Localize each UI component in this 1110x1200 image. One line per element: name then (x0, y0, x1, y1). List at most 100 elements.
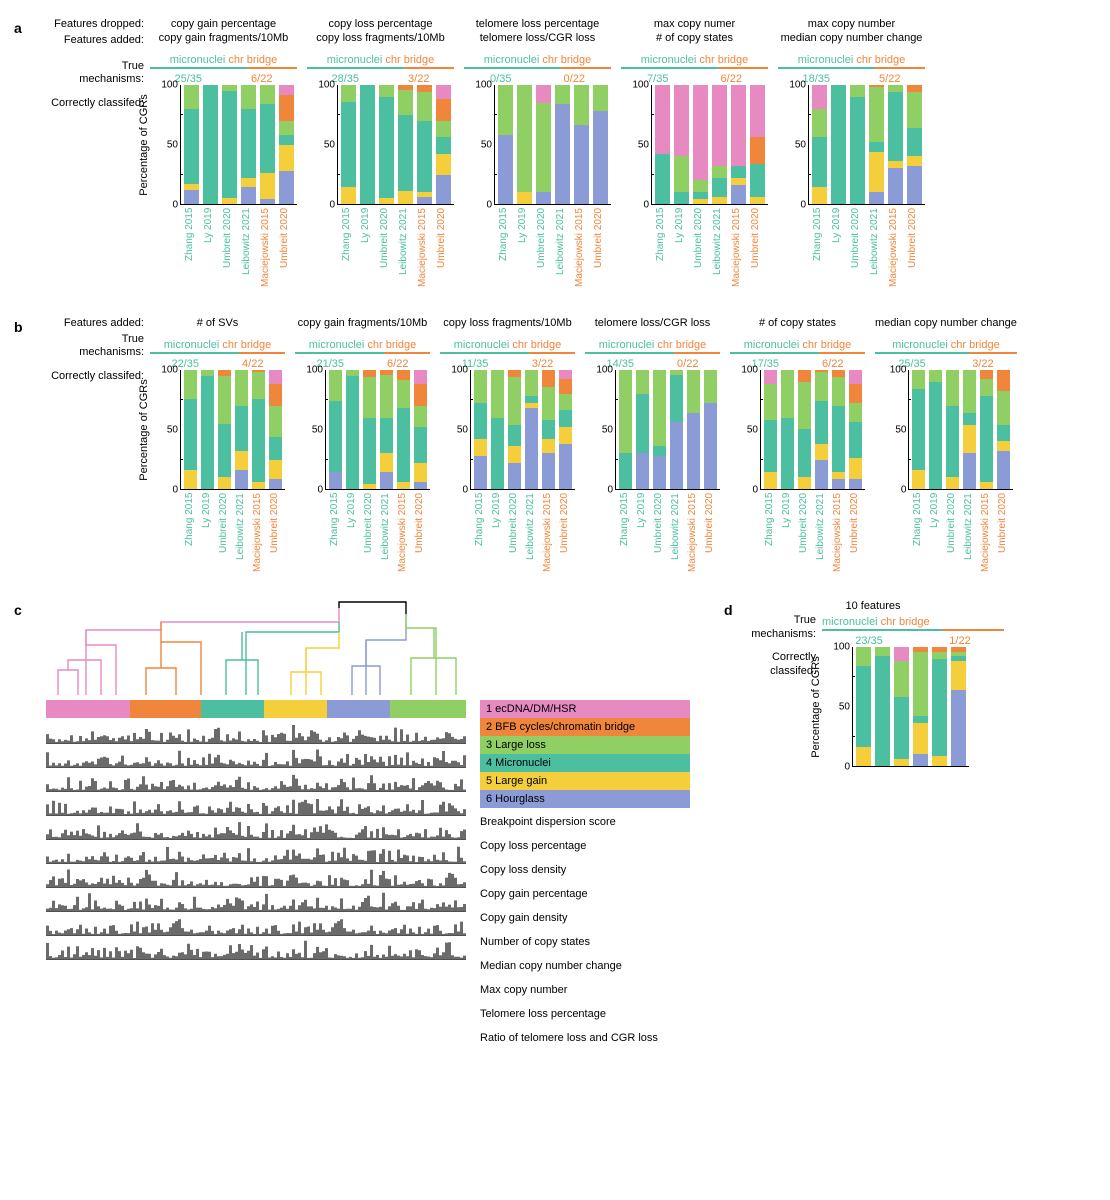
bar-segment (525, 396, 538, 403)
bar-segment (913, 754, 928, 766)
features-added-value: telomere loss/CGR loss (595, 317, 711, 331)
bar-segment (894, 697, 909, 759)
features-added-value: # of copy states (656, 32, 733, 46)
x-axis-label: Maciejowski 2015 (732, 208, 747, 287)
bar-segment (875, 647, 890, 657)
bar-segment (997, 370, 1010, 391)
bar-segment (619, 370, 632, 453)
x-axis-label: Umbreit 2020 (850, 493, 863, 572)
bar-segment (380, 453, 393, 472)
panel-c-right: 1 ecDNA/DM/HSR2 BFB cycles/chromatin bri… (480, 600, 690, 1052)
bar-segment (574, 125, 589, 204)
stacked-bar (508, 370, 521, 489)
x-axis-label: Umbreit 2020 (694, 208, 709, 287)
bar-segment (542, 439, 555, 453)
y-tick: 100 (789, 80, 806, 91)
bar-segment (184, 109, 199, 184)
x-axis-label: Umbreit 2020 (509, 493, 522, 572)
bar-segment (279, 85, 294, 95)
y-tick: 0 (486, 200, 492, 211)
bar-segment (235, 370, 248, 406)
feature-label: Copy loss percentage (480, 836, 690, 858)
features-dropped-value: max copy number (808, 18, 895, 32)
bar-segment (593, 85, 608, 111)
stacked-bar (252, 370, 265, 489)
bar-segment (815, 401, 828, 444)
panel-a: a Features dropped: Features added: True… (14, 18, 1096, 287)
stacked-bar (674, 85, 689, 204)
x-axis-label: Leibowitz 2021 (242, 208, 257, 287)
bar-segment (542, 370, 555, 387)
bar-segment (687, 413, 700, 489)
panel-a-subplots: copy gain percentagecopy gain fragments/… (150, 18, 1096, 287)
bar-segment (380, 375, 393, 418)
dendrogram-branch (58, 670, 78, 695)
bar-segment (218, 376, 231, 424)
bar-segment (474, 403, 487, 439)
bar-segment (397, 370, 410, 380)
bar-segment (525, 370, 538, 396)
stacked-bar (363, 370, 376, 489)
stacked-bar (574, 85, 589, 204)
stacked-bar (815, 370, 828, 489)
x-axis-label: Umbreit 2020 (998, 493, 1011, 572)
x-axis-label: Umbreit 2020 (380, 208, 395, 287)
mechanism-micronuclei: micronuclei (822, 616, 878, 628)
stacked-bar (203, 85, 218, 204)
y-tick: 50 (481, 140, 492, 151)
x-axis-label: Leibowitz 2021 (964, 493, 977, 572)
bar-segment (252, 482, 265, 489)
bar-segment (946, 406, 959, 477)
dendrogram (46, 600, 466, 700)
stacked-bar (907, 85, 922, 204)
bar-segment (555, 104, 570, 204)
mechanism-chrbridge: chr bridge (881, 616, 930, 628)
bar-segment (241, 187, 256, 204)
bar-segment (269, 479, 282, 489)
feature-label: Max copy number (480, 980, 690, 1002)
subplot: telomere loss percentagetelomere loss/CG… (464, 18, 611, 287)
bar-segment (491, 418, 504, 489)
y-tick: 0 (800, 200, 806, 211)
mechanism-micronuclei: micronuclei (892, 339, 948, 351)
stacked-bar (980, 370, 993, 489)
x-axis-label: Leibowitz 2021 (713, 208, 728, 287)
x-axis-label: Umbreit 2020 (947, 493, 960, 572)
stacked-bar (856, 647, 871, 766)
bar-segment (252, 399, 265, 482)
y-axis-title: Percentage of CGRs (138, 94, 150, 196)
stacked-bar (269, 370, 282, 489)
bar-segment (869, 152, 884, 192)
bar-segment (894, 647, 909, 661)
correctly-classified-micronuclei: 25/35 (175, 73, 203, 85)
bar-segment (559, 394, 572, 411)
stacked-bar (831, 85, 846, 204)
y-tick: 0 (317, 484, 323, 495)
stacked-bar (474, 370, 487, 489)
bar-segment (831, 85, 846, 204)
y-tick: 50 (747, 424, 758, 435)
x-axis-label: Leibowitz 2021 (816, 493, 829, 572)
legend-item: 5 Large gain (480, 772, 690, 790)
bar-segment (670, 422, 683, 489)
x-axis-label: Leibowitz 2021 (870, 208, 885, 287)
x-axis-label: Maciejowski 2015 (253, 493, 266, 572)
bar-segment (832, 406, 845, 473)
bar-segment (184, 85, 199, 109)
feature-profile-row (46, 914, 466, 936)
bar-segment (241, 178, 256, 188)
subplot: copy loss fragments/10Mbmicronucleichr b… (440, 317, 575, 572)
subplot: max copy numbermedian copy number change… (778, 18, 925, 287)
feature-profile-row (46, 842, 466, 864)
x-axis-label: Leibowitz 2021 (526, 493, 539, 572)
feature-profile-row (46, 890, 466, 912)
mechanism-micronuclei: micronuclei (164, 339, 220, 351)
bar-segment (913, 723, 928, 754)
bar-segment (856, 747, 871, 766)
y-tick: 100 (161, 364, 178, 375)
bar-segment (832, 377, 845, 406)
legend-item: 1 ecDNA/DM/HSR (480, 700, 690, 718)
correctly-classified-chrbridge: 6/22 (822, 358, 843, 370)
bar-segment (436, 85, 451, 99)
bar-segment (235, 470, 248, 489)
